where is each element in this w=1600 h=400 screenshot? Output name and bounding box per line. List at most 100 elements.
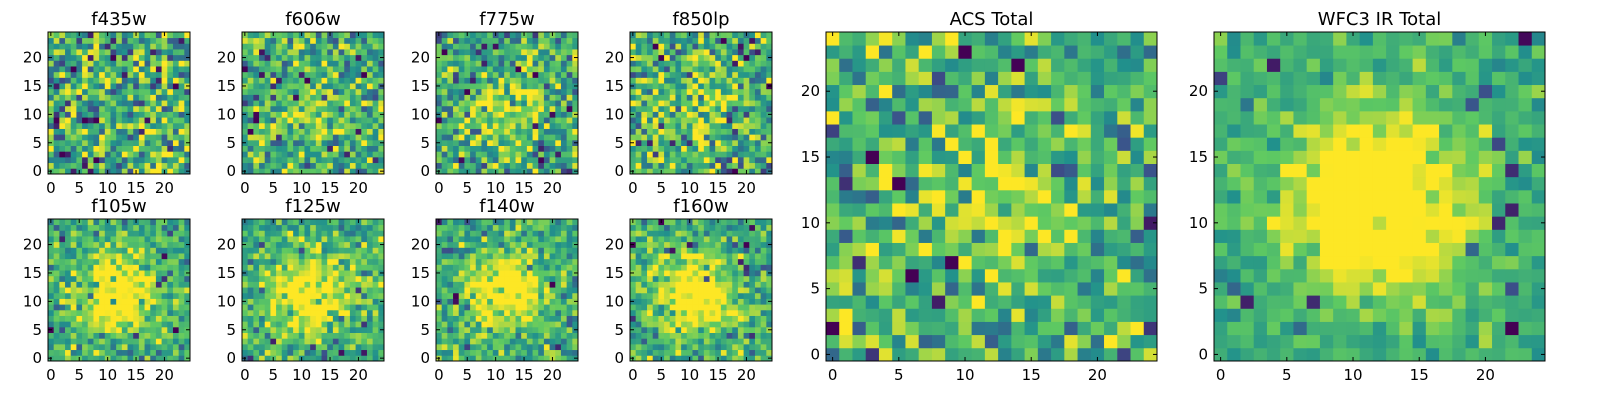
heatmap-cell	[127, 37, 134, 44]
heatmap-cell	[526, 247, 533, 254]
heatmap-cell	[703, 100, 710, 107]
heatmap-cell	[110, 117, 117, 124]
heatmap-cell	[658, 37, 665, 44]
heatmap-cell	[355, 332, 362, 339]
heatmap-cell	[304, 355, 311, 362]
heatmap-cell	[658, 321, 665, 328]
heatmap-cell	[270, 71, 277, 78]
heatmap-cell	[498, 139, 505, 146]
heatmap-cell	[349, 145, 356, 152]
heatmap-cell	[715, 60, 722, 67]
heatmap-cell	[167, 332, 174, 339]
heatmap-cell	[664, 128, 671, 135]
heatmap-cell	[509, 343, 516, 351]
heatmap-cell	[560, 326, 568, 333]
heatmap-cell	[304, 145, 311, 152]
heatmap-cell	[555, 224, 562, 231]
heatmap-cell	[178, 60, 185, 67]
heatmap-cell	[144, 298, 151, 305]
heatmap-cell	[681, 49, 688, 56]
heatmap-cell	[698, 111, 705, 118]
heatmap-cell	[669, 338, 676, 345]
heatmap-cell	[492, 236, 499, 243]
heatmap-cell	[53, 349, 60, 356]
heatmap-cell	[133, 77, 140, 84]
heatmap-cell	[698, 32, 705, 39]
heatmap-cell	[509, 304, 516, 311]
heatmap-cell	[355, 230, 362, 237]
heatmap-cell	[441, 32, 448, 39]
heatmap-cell	[732, 134, 739, 141]
heatmap-cell	[641, 338, 648, 345]
heatmap-cell	[441, 304, 448, 311]
heatmap-cell	[436, 309, 443, 316]
heatmap-cell	[686, 298, 693, 305]
heatmap-cell	[572, 230, 579, 237]
heatmap-cell	[133, 304, 140, 311]
heatmap-cell	[647, 298, 654, 305]
heatmap-cell	[304, 321, 311, 328]
heatmap-cell	[332, 326, 339, 333]
heatmap-cell	[76, 83, 83, 90]
heatmap-cell	[138, 241, 145, 248]
heatmap-cell	[133, 105, 140, 112]
heatmap-cell	[441, 343, 448, 351]
heatmap-cell	[726, 77, 733, 84]
heatmap-cell	[270, 37, 277, 44]
heatmap-cell	[293, 100, 300, 107]
heatmap-cell	[526, 253, 533, 260]
heatmap-cell	[276, 77, 283, 84]
heatmap-cell	[338, 54, 345, 61]
heatmap-cell	[754, 332, 762, 339]
heatmap-cell	[498, 134, 505, 141]
heatmap-cell	[709, 128, 716, 135]
heatmap-cell	[155, 128, 162, 135]
heatmap-cell	[441, 151, 448, 158]
heatmap-cell	[310, 128, 317, 135]
heatmap-cell	[366, 134, 374, 141]
heatmap-cell	[59, 253, 66, 260]
heatmap-cell	[144, 253, 151, 260]
heatmap-cell	[470, 83, 477, 90]
heatmap-cell	[332, 315, 339, 322]
heatmap-cell	[652, 105, 659, 112]
heatmap-cell	[242, 71, 249, 78]
heatmap-cell	[87, 94, 94, 101]
heatmap-cell	[53, 219, 60, 226]
heatmap-cell	[715, 66, 722, 73]
heatmap-cell	[464, 145, 471, 152]
heatmap-cell	[521, 241, 528, 248]
heatmap-cell	[178, 105, 185, 112]
heatmap-cell	[692, 122, 699, 129]
heatmap-cell	[464, 321, 471, 328]
heatmap-cell	[247, 94, 254, 101]
heatmap-cell	[264, 139, 271, 146]
heatmap-cell	[247, 139, 254, 146]
heatmap-cell	[121, 281, 128, 288]
heatmap-cell	[675, 281, 682, 288]
heatmap-cell	[338, 241, 345, 248]
heatmap-cell	[658, 151, 665, 158]
heatmap-cell	[150, 139, 157, 146]
heatmap-cell	[138, 298, 145, 305]
heatmap-cell	[82, 100, 89, 107]
heatmap-cell	[247, 145, 254, 152]
heatmap-cell	[453, 77, 460, 84]
heatmap-cell	[99, 338, 106, 345]
heatmap-cell	[327, 287, 334, 294]
heatmap-cell	[760, 298, 767, 305]
heatmap-cell	[53, 298, 60, 305]
heatmap-cell	[754, 37, 762, 44]
heatmap-cell	[138, 253, 145, 260]
heatmap-cell	[264, 230, 271, 237]
heatmap-cell	[287, 292, 294, 299]
heatmap-cell	[464, 304, 471, 311]
heatmap-cell	[709, 77, 716, 84]
heatmap-cell	[70, 162, 77, 169]
heatmap-cell	[144, 134, 151, 141]
heatmap-cell	[560, 309, 568, 316]
heatmap-cell	[144, 270, 151, 277]
heatmap-cell	[349, 77, 356, 84]
heatmap-cell	[70, 105, 77, 112]
heatmap-cell	[487, 134, 494, 141]
